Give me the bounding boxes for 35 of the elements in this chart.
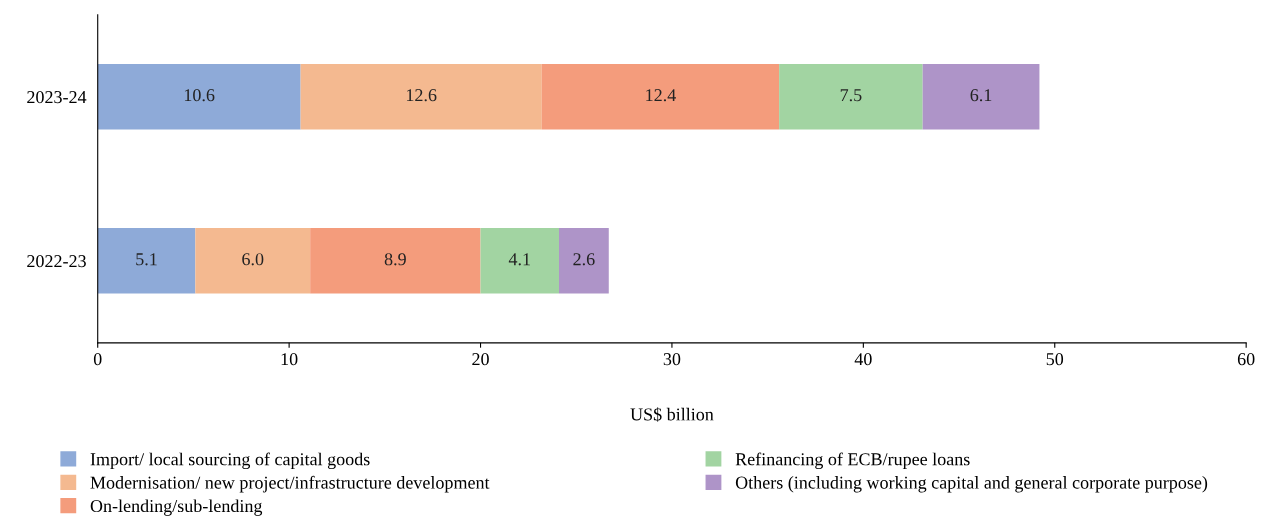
bar	[97, 227, 196, 294]
x-tick-label: 20	[472, 353, 489, 366]
data-label: 4.1	[508, 253, 530, 266]
y-tick-label: 2023-24	[27, 90, 87, 104]
data-label: 6.1	[970, 89, 992, 102]
legend-label: Modernisation/ new project/infrastructure development	[90, 475, 490, 493]
data-label: 2.6	[573, 253, 595, 266]
x-tick-label: 50	[1046, 353, 1064, 366]
data-label: 8.9	[384, 253, 406, 266]
data-label: 5.1	[136, 253, 157, 266]
x-tick-label: 30	[663, 353, 681, 366]
x-tick-label: 10	[281, 353, 298, 366]
data-label: 12.4	[646, 89, 676, 102]
legend-label: Refinancing of ECB/rupee loans	[735, 452, 970, 470]
bar	[480, 227, 560, 294]
data-label: 7.5	[840, 89, 862, 102]
bar	[195, 227, 311, 294]
legend-label: On-lending/sub-lending	[90, 499, 263, 516]
data-label: 6.0	[242, 253, 264, 266]
bar	[97, 63, 301, 130]
bar	[779, 63, 923, 130]
bar	[922, 63, 1040, 130]
y-tick-label: 2022-23	[27, 255, 86, 268]
bar	[310, 227, 481, 294]
legend-label: Import/ local sourcing of capital goods	[90, 452, 370, 470]
x-tick-label: 40	[854, 353, 872, 366]
bar	[559, 227, 609, 294]
x-tick-label: 0	[93, 353, 102, 366]
x-tick-label: 60	[1237, 353, 1255, 366]
bar	[300, 63, 542, 130]
bar	[541, 63, 780, 130]
x-axis-title: US$ billion	[630, 407, 714, 422]
data-label: 10.6	[184, 89, 215, 102]
legend-label: Others (including working capital and general corporate purpose)	[735, 476, 1208, 493]
data-label: 12.6	[406, 89, 437, 102]
